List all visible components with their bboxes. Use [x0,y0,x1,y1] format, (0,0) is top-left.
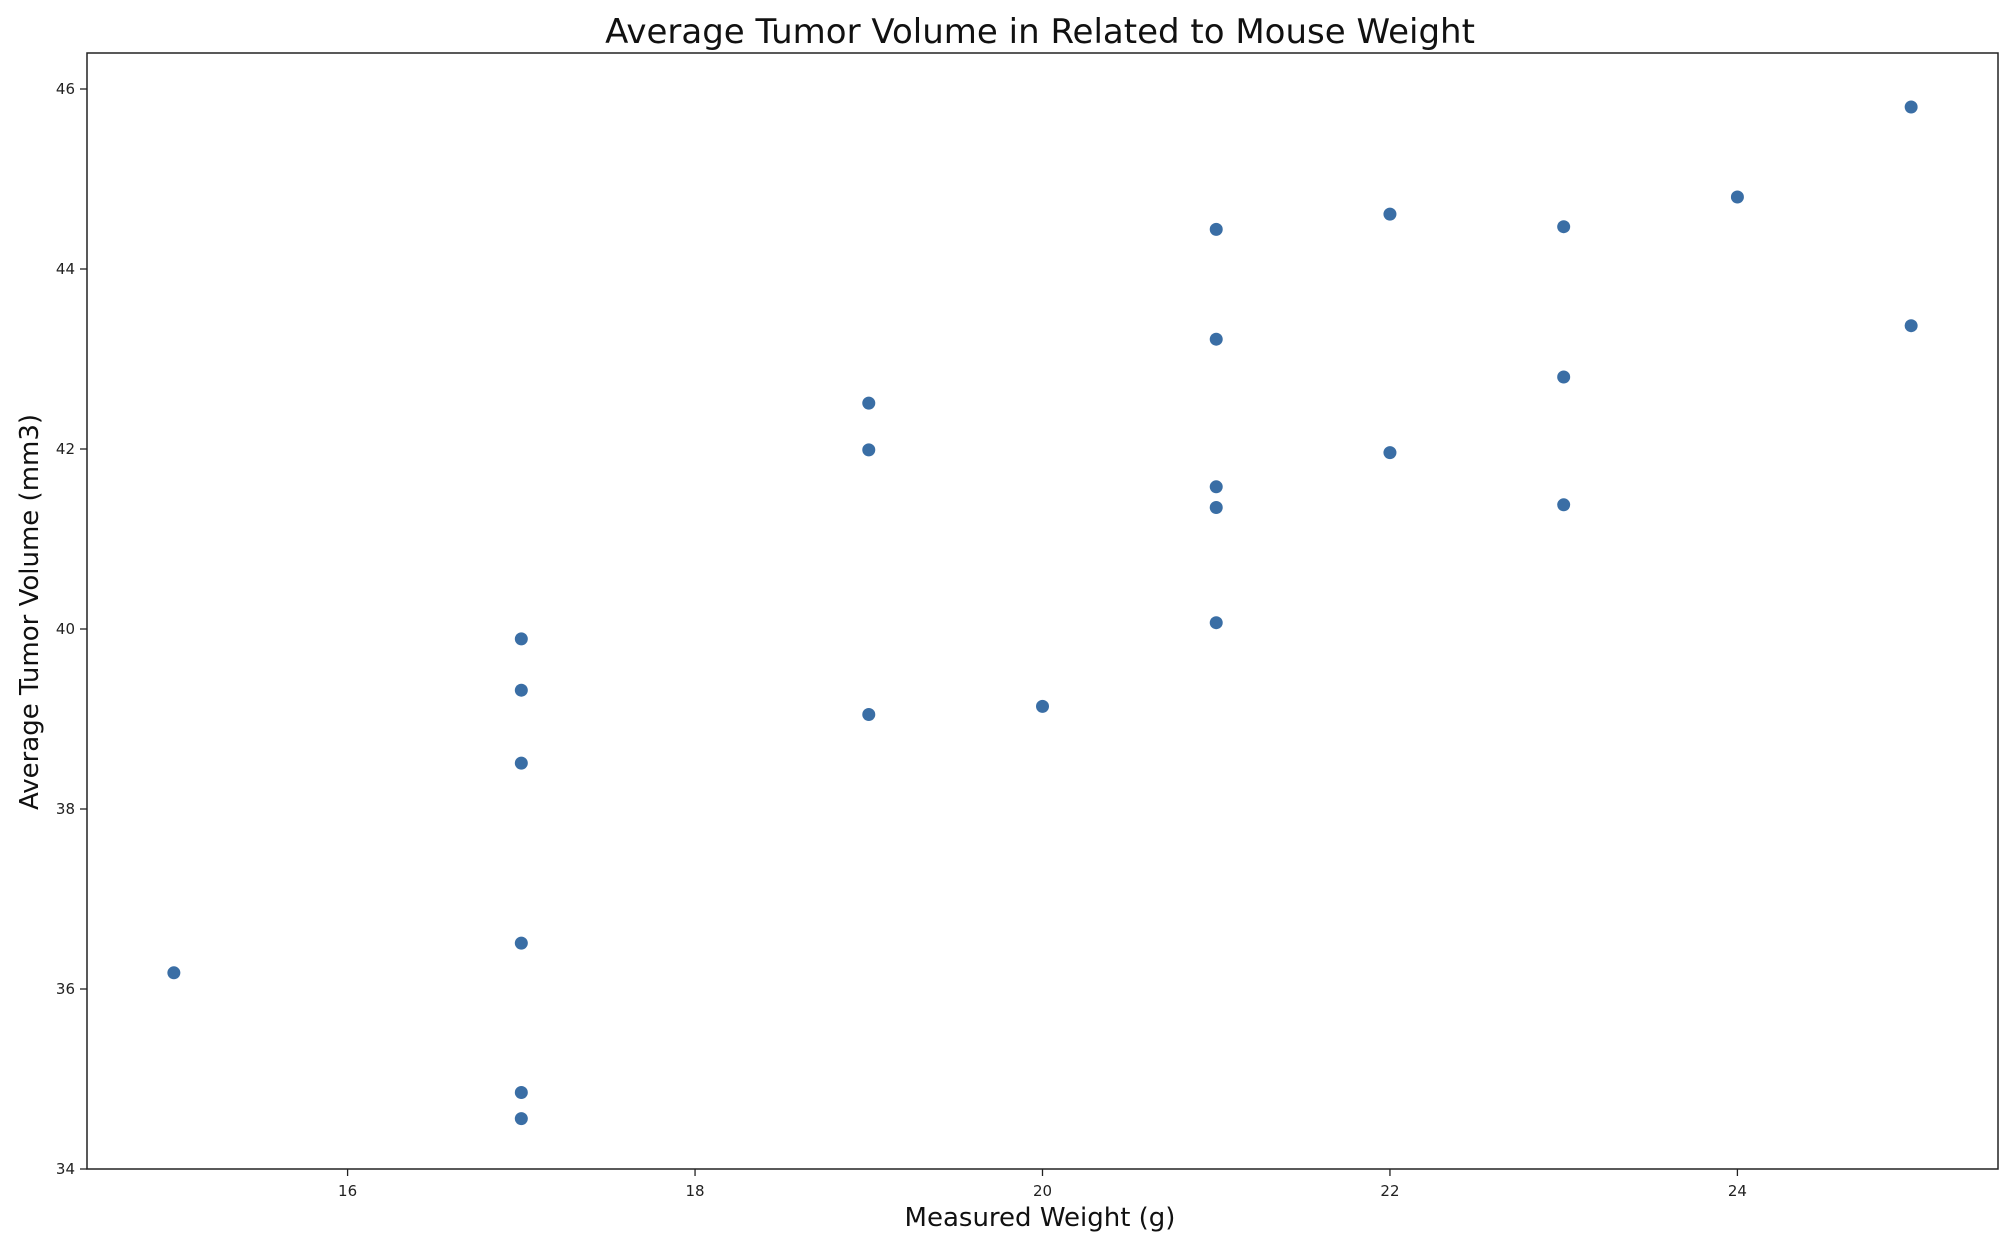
y-tick-label: 46 [56,80,75,98]
y-tick-label: 36 [56,980,75,998]
data-point [1209,480,1223,494]
y-tick-label: 42 [56,440,75,458]
x-axis-ticks: 16 18 20 22 24 [338,1169,1747,1200]
x-tick-label: 16 [338,1182,357,1200]
y-tick-label: 34 [56,1160,75,1178]
x-tick-label: 22 [1380,1182,1399,1200]
data-point [1036,699,1049,713]
data-point [167,966,181,980]
data-point [1209,501,1223,514]
data-point [514,936,528,950]
data-point [514,1086,528,1099]
data-point [1383,207,1397,221]
data-point [1557,370,1571,384]
data-point [1557,498,1571,512]
data-point [1209,222,1223,236]
data-point [1904,100,1918,114]
data-point [514,1112,528,1126]
chart-title: Average Tumor Volume in Related to Mouse… [605,12,1475,52]
x-tick-label: 24 [1728,1182,1747,1200]
plot-area-frame [86,52,1999,1170]
data-point [1209,616,1223,630]
data-point [514,756,528,770]
y-tick-label: 40 [56,620,75,638]
y-axis-ticks: 34 36 38 40 42 44 46 [56,80,87,1178]
y-tick-label: 44 [56,260,75,278]
data-point [514,632,528,646]
data-point [1904,319,1918,333]
data-points [167,100,1918,1126]
data-point [1209,332,1223,346]
data-point [862,708,876,721]
y-tick-label: 38 [56,800,75,818]
data-point [862,443,876,457]
data-point [1730,190,1744,204]
y-axis-title: Average Tumor Volume (mm3) [15,414,45,810]
data-point [862,396,876,410]
x-axis-title: Measured Weight (g) [905,1203,1176,1233]
data-point [1557,220,1571,234]
x-tick-label: 20 [1033,1182,1052,1200]
x-tick-label: 18 [685,1182,704,1200]
data-point [514,683,528,697]
data-point [1383,446,1397,460]
